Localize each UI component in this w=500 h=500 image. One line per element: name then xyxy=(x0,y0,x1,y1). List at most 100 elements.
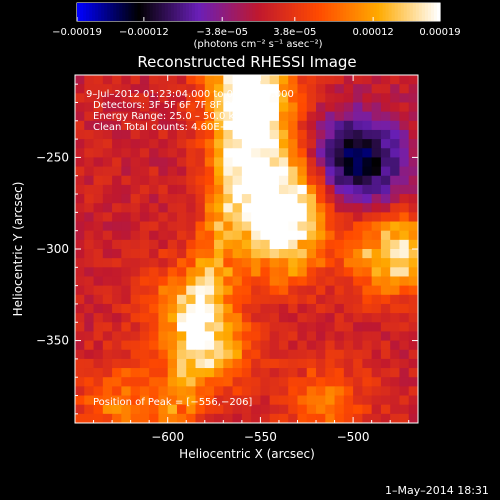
colorbar xyxy=(77,3,441,21)
heatmap-cell xyxy=(130,368,141,378)
heatmap-cell xyxy=(390,93,400,103)
heatmap-cell xyxy=(223,111,234,122)
heatmap-cell xyxy=(223,212,234,223)
heatmap-cell xyxy=(371,75,382,85)
heatmap-cell xyxy=(93,377,104,387)
heatmap-cell xyxy=(399,358,410,369)
heatmap-cell xyxy=(121,395,132,406)
heatmap-cell xyxy=(362,276,373,287)
colorbar-segment xyxy=(219,3,223,21)
heatmap-cell xyxy=(316,340,326,351)
heatmap-cell xyxy=(251,386,261,397)
heatmap-cell xyxy=(167,203,178,213)
heatmap-cell xyxy=(121,258,132,268)
colorbar-segment xyxy=(358,3,362,21)
heatmap-cell xyxy=(297,120,308,131)
heatmap-cell xyxy=(278,139,289,149)
heatmap-cell xyxy=(186,368,197,378)
heatmap-cell xyxy=(399,84,410,94)
heatmap-cell xyxy=(278,358,289,369)
heatmap-cell xyxy=(408,267,419,277)
heatmap-cell xyxy=(75,303,85,314)
heatmap-cell xyxy=(334,166,345,177)
heatmap-cell xyxy=(195,230,206,241)
heatmap-cell xyxy=(102,294,113,305)
heatmap-cell xyxy=(176,386,187,397)
heatmap-cell xyxy=(353,102,363,113)
heatmap-cell xyxy=(399,120,410,131)
heatmap-cell xyxy=(325,285,336,296)
heatmap-cell xyxy=(306,313,317,323)
heatmap-cell xyxy=(84,102,95,113)
heatmap-cell xyxy=(269,258,280,268)
heatmap-cell xyxy=(158,294,169,305)
heatmap-cell xyxy=(260,249,271,259)
heatmap-cell xyxy=(251,413,261,424)
heatmap-cell xyxy=(204,129,215,140)
heatmap-cell xyxy=(130,276,141,287)
heatmap-cell xyxy=(195,166,206,177)
heatmap-cell xyxy=(288,249,298,259)
colorbar-segment xyxy=(201,3,205,21)
heatmap-cell xyxy=(223,285,234,296)
heatmap-cell xyxy=(84,340,95,351)
heatmap-cell xyxy=(93,404,104,415)
heatmap-cell xyxy=(251,368,261,378)
heatmap-cell xyxy=(269,377,280,387)
heatmap-cell xyxy=(223,166,234,177)
heatmap-cell xyxy=(269,349,280,360)
heatmap-cell xyxy=(232,239,243,250)
heatmap-cell xyxy=(93,230,104,241)
heatmap-cell xyxy=(380,148,391,158)
heatmap-cell xyxy=(195,175,206,186)
heatmap-cell xyxy=(334,349,345,360)
heatmap-cell xyxy=(390,258,400,268)
heatmap-cell xyxy=(334,230,345,241)
heatmap-cell xyxy=(269,184,280,195)
heatmap-cell xyxy=(343,184,354,195)
heatmap-cell xyxy=(204,413,215,424)
heatmap-cell xyxy=(130,129,141,140)
heatmap-cell xyxy=(408,129,419,140)
heatmap-cell xyxy=(278,340,289,351)
heatmap-cell xyxy=(167,258,178,268)
heatmap-cell xyxy=(390,285,400,296)
colorbar-segment xyxy=(161,3,166,21)
heatmap-cell xyxy=(260,349,271,360)
heatmap-cell xyxy=(204,212,215,223)
heatmap-cell xyxy=(269,129,280,140)
heatmap-cell xyxy=(158,221,169,232)
heatmap-cell xyxy=(325,221,336,232)
heatmap-cell xyxy=(139,93,150,103)
heatmap-cell xyxy=(176,294,187,305)
heatmap-cell xyxy=(75,239,85,250)
heatmap-cell xyxy=(353,93,363,103)
heatmap-cell xyxy=(278,404,289,415)
energy-range: Energy Range: 25.0 – 50.0 keV xyxy=(93,111,247,122)
heatmap-cell xyxy=(278,313,289,323)
heatmap-cell xyxy=(176,368,187,378)
heatmap-cell xyxy=(362,285,373,296)
heatmap-cell xyxy=(390,368,400,378)
heatmap-cell xyxy=(297,84,308,94)
heatmap-cell xyxy=(325,157,336,168)
heatmap-cell xyxy=(353,84,363,94)
heatmap-cell xyxy=(241,194,252,204)
heatmap-cell xyxy=(93,340,104,351)
heatmap-cell xyxy=(214,276,224,287)
heatmap-cell xyxy=(353,75,363,85)
heatmap-cell xyxy=(75,221,85,232)
heatmap-cell xyxy=(269,267,280,277)
heatmap-cell xyxy=(102,258,113,268)
heatmap-cell xyxy=(214,303,224,314)
heatmap-cell xyxy=(251,239,261,250)
heatmap-cell xyxy=(167,322,178,332)
heatmap-cell xyxy=(408,303,419,314)
heatmap-cell xyxy=(204,386,215,397)
colorbar-segment xyxy=(385,3,390,21)
heatmap-cell xyxy=(130,331,141,342)
heatmap-cell xyxy=(269,111,280,122)
heatmap-cell xyxy=(362,221,373,232)
heatmap-cell xyxy=(334,249,345,259)
heatmap-cell xyxy=(232,203,243,213)
